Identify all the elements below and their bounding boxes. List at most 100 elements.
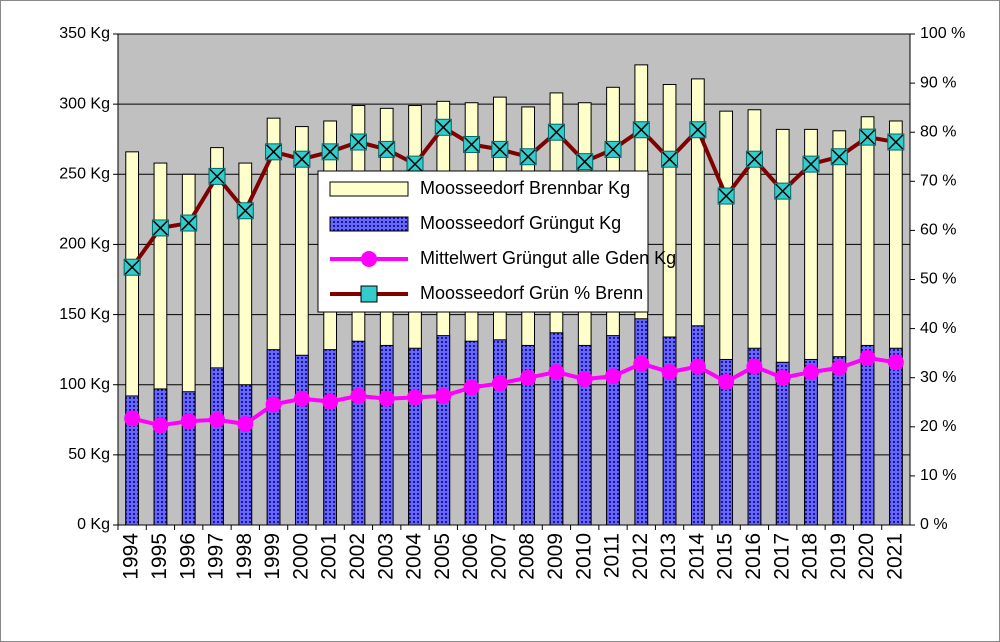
bar — [690, 325, 705, 526]
bar — [323, 349, 338, 526]
x-tick-label: 2009 — [544, 533, 567, 580]
x-tick-label: 2002 — [346, 533, 369, 580]
legend-swatch — [329, 216, 409, 232]
y2-tick-label: 70 % — [920, 173, 956, 190]
marker-cross — [124, 259, 140, 275]
y2-tick-label: 10 % — [920, 467, 956, 484]
marker — [209, 411, 225, 428]
x-tick-label: 2014 — [685, 533, 708, 580]
legend-swatch — [329, 181, 409, 197]
y2-tick-label: 60 % — [920, 222, 956, 239]
x-tick-label: 2000 — [289, 533, 312, 580]
bar — [153, 388, 168, 526]
y2-tick-label: 40 % — [920, 320, 956, 337]
marker — [293, 390, 310, 407]
marker — [520, 369, 537, 386]
line — [131, 356, 897, 428]
marker — [831, 359, 848, 376]
x-tick-label: 1996 — [176, 533, 199, 580]
marker-cross — [237, 203, 253, 219]
marker — [718, 373, 735, 390]
marker-cross — [577, 154, 593, 170]
y-tick-label: 50 Kg — [68, 446, 110, 463]
marker — [322, 393, 339, 410]
marker-cross — [266, 144, 282, 160]
marker — [746, 358, 763, 375]
y-tick-label: 100 Kg — [59, 376, 110, 393]
marker — [435, 387, 452, 404]
marker — [124, 410, 141, 427]
marker-cross — [152, 220, 168, 236]
bar — [238, 384, 253, 526]
y2-tick-label: 80 % — [920, 123, 956, 140]
marker-cross — [492, 141, 508, 157]
y2-tick-label: 30 % — [920, 369, 956, 386]
x-tick-label: 2021 — [883, 533, 906, 580]
x-tick-label: 1999 — [261, 533, 284, 580]
marker-cross — [322, 144, 338, 160]
x-tick-label: 1997 — [205, 533, 228, 580]
x-tick-label: 2004 — [403, 533, 426, 580]
legend-label: Mittelwert Grüngut alle Gden Kg — [420, 248, 676, 268]
marker-cross — [435, 119, 451, 135]
x-tick-label: 2007 — [487, 533, 510, 580]
legend-label: Moosseedorf Grüngut Kg — [420, 213, 621, 233]
bar — [775, 361, 790, 526]
marker-cross — [775, 183, 791, 199]
bar — [804, 358, 818, 526]
marker — [152, 417, 169, 434]
x-tick-label: 2003 — [374, 533, 397, 580]
bar — [832, 356, 847, 526]
x-tick-label: 2006 — [459, 533, 482, 580]
bar — [408, 347, 422, 526]
marker-cross — [350, 134, 366, 150]
marker-cross — [662, 151, 678, 167]
bar — [634, 318, 649, 526]
y2-tick-label: 0 % — [920, 516, 948, 533]
marker — [803, 364, 819, 381]
marker-cross — [633, 122, 649, 138]
y-tick-label: 250 Kg — [59, 166, 110, 183]
bar — [888, 347, 903, 526]
bar — [436, 335, 451, 526]
x-tick-label: 2008 — [516, 533, 539, 580]
marker-cross — [294, 151, 310, 167]
bar — [379, 344, 394, 526]
marker — [237, 415, 254, 432]
y-tick-label: 300 Kg — [59, 95, 110, 112]
bar — [351, 340, 366, 526]
marker-cross — [746, 151, 762, 167]
legend-marker — [360, 285, 378, 303]
marker — [859, 350, 876, 367]
marker — [633, 355, 650, 372]
marker — [548, 364, 565, 381]
marker — [774, 369, 791, 386]
marker-cross — [860, 129, 876, 145]
marker — [689, 358, 706, 375]
x-tick-label: 2017 — [770, 533, 793, 580]
y-tick-label: 200 Kg — [59, 236, 110, 253]
marker-cross — [520, 149, 536, 165]
marker-cross — [803, 156, 819, 172]
marker-cross — [831, 149, 847, 165]
marker-cross — [181, 215, 197, 231]
x-tick-label: 2012 — [629, 533, 652, 580]
bar — [181, 391, 196, 526]
marker — [661, 364, 678, 381]
marker — [576, 371, 593, 388]
bar — [266, 349, 281, 526]
marker — [378, 390, 395, 407]
marker — [350, 387, 367, 404]
x-tick-label: 2010 — [572, 533, 595, 580]
marker — [407, 389, 423, 406]
bar — [464, 340, 479, 526]
x-tick-label: 2016 — [742, 533, 765, 580]
marker — [491, 375, 508, 392]
y2-tick-label: 90 % — [920, 74, 956, 91]
marker-cross — [407, 156, 423, 172]
marker-cross — [379, 141, 395, 157]
bar — [719, 358, 734, 526]
y2-tick-label: 50 % — [920, 271, 956, 288]
bar — [577, 344, 592, 526]
bar — [294, 354, 309, 526]
